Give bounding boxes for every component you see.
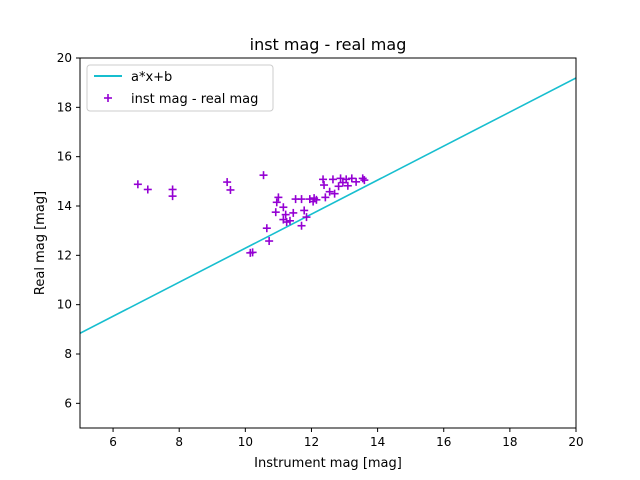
x-tick-label: 18 bbox=[502, 435, 517, 449]
x-tick-label: 20 bbox=[568, 435, 583, 449]
scatter-point bbox=[297, 221, 306, 230]
legend-box bbox=[86, 64, 274, 112]
scatter-point bbox=[360, 176, 369, 185]
scatter-point bbox=[279, 203, 288, 212]
scatter-point bbox=[248, 248, 257, 257]
scatter-point bbox=[358, 174, 367, 183]
scatter-point bbox=[285, 216, 294, 225]
scatter-point bbox=[325, 187, 334, 196]
legend-scatter-label: inst mag - real mag bbox=[131, 92, 258, 107]
y-tick-label: 12 bbox=[57, 248, 72, 262]
y-tick-label: 20 bbox=[57, 51, 72, 65]
x-tick-label: 10 bbox=[238, 435, 253, 449]
x-axis-label: Instrument mag [mag] bbox=[254, 456, 402, 471]
scatter-point bbox=[265, 237, 274, 246]
scatter-point bbox=[271, 208, 280, 217]
y-tick-label: 10 bbox=[57, 298, 72, 312]
scatter-point bbox=[343, 181, 352, 190]
scatter-point bbox=[223, 178, 232, 187]
scatter-point bbox=[143, 185, 152, 194]
scatter-point bbox=[336, 174, 345, 183]
scatter-point bbox=[262, 224, 271, 233]
scatter-point bbox=[312, 195, 321, 204]
scatter-point bbox=[319, 175, 328, 184]
y-tick-label: 18 bbox=[57, 100, 72, 114]
scatter-point bbox=[321, 193, 330, 202]
y-tick-label: 8 bbox=[64, 347, 72, 361]
x-tick-label: 6 bbox=[109, 435, 117, 449]
x-tick-label: 8 bbox=[175, 435, 183, 449]
scatter-point bbox=[330, 189, 339, 198]
scatter-point bbox=[328, 175, 337, 184]
scatter-point bbox=[347, 174, 356, 183]
scatter-point bbox=[168, 192, 177, 201]
scatter-point bbox=[274, 193, 283, 202]
scatter-point bbox=[133, 180, 142, 189]
scatter-point bbox=[226, 185, 235, 194]
scatter-point bbox=[300, 206, 309, 215]
y-axis-ticks: 6 8 10 12 14 16 18 20 bbox=[57, 51, 80, 410]
legend: a*x+b inst mag - real mag bbox=[86, 64, 274, 112]
y-tick-label: 6 bbox=[64, 396, 72, 410]
scatter-point bbox=[334, 182, 343, 191]
plot-area-frame bbox=[79, 57, 577, 429]
legend-fit-line-label: a*x+b bbox=[131, 70, 172, 85]
x-tick-label: 16 bbox=[436, 435, 451, 449]
fit-line-layer bbox=[80, 77, 576, 334]
scatter-point bbox=[342, 175, 351, 184]
legend-plus-marker bbox=[104, 94, 112, 102]
x-tick-label: 12 bbox=[304, 435, 319, 449]
x-axis-ticks: 6 8 10 12 14 16 18 20 bbox=[109, 428, 584, 449]
y-tick-label: 16 bbox=[57, 150, 72, 164]
scatter-point bbox=[352, 177, 361, 186]
x-tick-label: 14 bbox=[370, 435, 385, 449]
scatter-point bbox=[320, 181, 329, 190]
scatter-point bbox=[272, 198, 281, 207]
scatter-points-layer bbox=[133, 171, 369, 257]
scatter-point bbox=[259, 171, 268, 180]
chart-title: inst mag - real mag bbox=[250, 35, 407, 54]
scatter-point bbox=[302, 213, 311, 222]
scatter-point bbox=[297, 195, 306, 204]
fit-line bbox=[80, 77, 576, 334]
scatter-point bbox=[281, 210, 290, 219]
legend-scatter-marker-swatch bbox=[104, 94, 112, 102]
y-tick-label: 14 bbox=[57, 199, 72, 213]
scatter-point bbox=[289, 208, 298, 217]
y-axis-label: Real mag [mag] bbox=[33, 191, 48, 295]
